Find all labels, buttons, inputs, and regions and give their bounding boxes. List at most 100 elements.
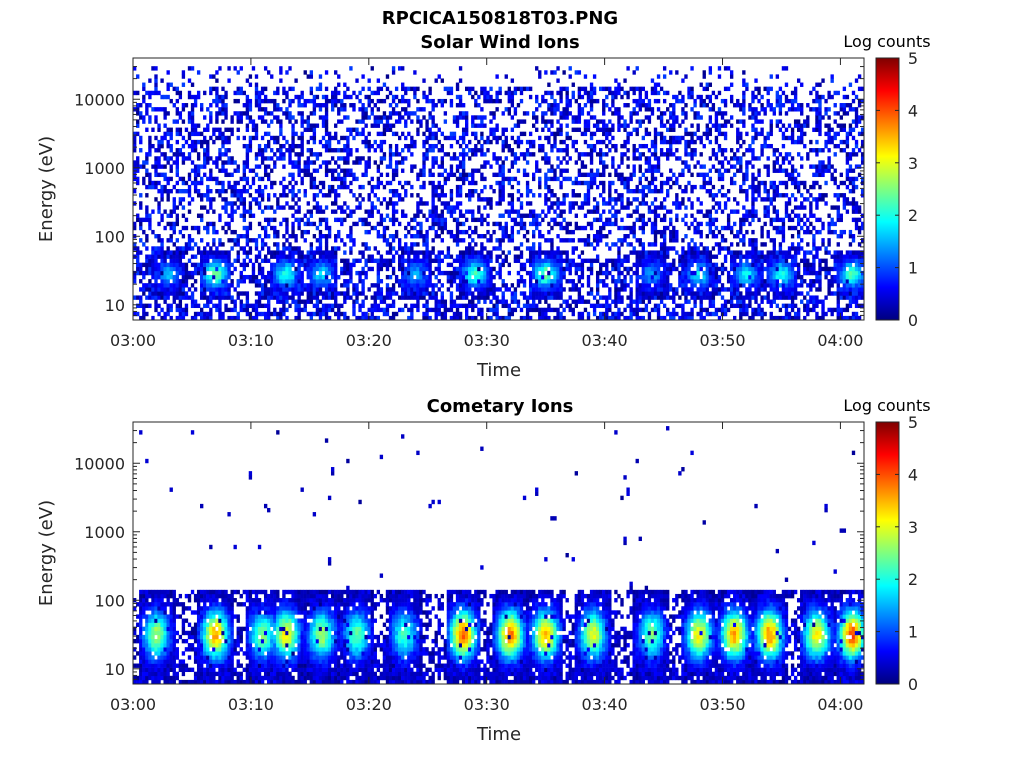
heatmap-cell <box>501 127 505 132</box>
heatmap-cell <box>334 103 338 108</box>
heatmap-cell <box>449 213 454 218</box>
heatmap-cell <box>452 152 457 157</box>
heatmap-cell <box>154 270 158 276</box>
heatmap-cell <box>346 234 350 239</box>
heatmap-cell <box>309 283 314 288</box>
heatmap-cell <box>650 107 655 112</box>
heatmap-cell <box>151 246 155 251</box>
heatmap-cell <box>650 279 655 284</box>
heatmap-cell <box>263 184 268 190</box>
heatmap-cell <box>288 295 292 300</box>
heatmap-cell <box>391 266 396 272</box>
heatmap-cell <box>270 184 274 190</box>
heatmap-cell <box>358 217 362 223</box>
heatmap-cell <box>145 287 149 292</box>
heatmap-cell <box>620 123 624 128</box>
heatmap-cell <box>547 90 551 96</box>
heatmap-cell <box>407 229 411 235</box>
heatmap-cell <box>391 172 396 178</box>
heatmap-cell <box>385 119 390 124</box>
heatmap-cell <box>498 242 502 247</box>
heatmap-cell <box>379 213 384 218</box>
heatmap-cell <box>273 160 277 165</box>
heatmap-cell <box>605 315 609 321</box>
heatmap-cell <box>550 168 554 173</box>
heatmap-cell <box>455 139 460 145</box>
heatmap-cell <box>550 164 554 169</box>
heatmap-cell <box>364 168 368 173</box>
heatmap-cell <box>154 115 158 120</box>
heatmap-cell <box>206 176 210 182</box>
heatmap-cell <box>376 287 381 292</box>
heatmap-cell <box>230 283 234 288</box>
heatmap-cell <box>309 254 314 259</box>
heatmap-cell <box>516 270 521 276</box>
heatmap-cell <box>330 250 335 255</box>
heatmap-cell <box>422 131 426 137</box>
heatmap-cell <box>562 70 566 75</box>
heatmap-cell <box>294 279 298 284</box>
heatmap-cell <box>358 98 362 104</box>
heatmap-cell <box>206 127 210 132</box>
heatmap-cell <box>288 266 292 272</box>
heatmap-cell <box>544 307 548 313</box>
heatmap-cell <box>209 74 213 79</box>
heatmap-cell <box>139 205 143 210</box>
heatmap-cell <box>352 262 356 268</box>
heatmap-cell <box>279 180 283 186</box>
heatmap-cell <box>218 279 222 284</box>
heatmap-cell <box>318 262 323 268</box>
heatmap-cell <box>510 291 515 296</box>
heatmap-cell <box>428 115 432 120</box>
heatmap-cell <box>367 246 371 251</box>
heatmap-cell <box>260 193 265 198</box>
heatmap-cell <box>212 283 216 288</box>
heatmap-cell <box>650 172 655 178</box>
heatmap-cell <box>428 111 432 116</box>
heatmap-cell <box>501 193 505 198</box>
heatmap-cell <box>501 184 505 190</box>
heatmap-cell <box>480 242 484 247</box>
heatmap-cell <box>577 254 582 259</box>
heatmap-cell <box>300 180 304 186</box>
heatmap-cell <box>309 209 314 214</box>
heatmap-cell <box>620 193 624 198</box>
heatmap-cell <box>449 135 454 141</box>
heatmap-cell <box>574 193 578 198</box>
heatmap-cell <box>510 238 515 243</box>
heatmap-cell <box>221 274 225 280</box>
heatmap-cell <box>394 279 399 284</box>
heatmap-cell <box>538 299 542 304</box>
heatmap-cell <box>263 229 268 235</box>
heatmap-cell <box>267 291 271 296</box>
heatmap-cell <box>169 250 173 255</box>
heatmap-cell <box>312 250 317 255</box>
heatmap-cell <box>498 270 502 276</box>
heatmap-cell <box>373 283 377 288</box>
heatmap-cell <box>151 127 155 132</box>
heatmap-cell <box>583 299 588 304</box>
heatmap-cell <box>257 98 262 104</box>
heatmap-cell <box>437 299 441 304</box>
heatmap-cell <box>260 291 265 296</box>
heatmap-cell <box>263 225 268 231</box>
heatmap-cell <box>525 152 530 157</box>
heatmap-cell <box>538 311 542 317</box>
heatmap-cell <box>617 258 621 263</box>
heatmap-cell <box>489 238 493 243</box>
heatmap-cell <box>267 221 271 227</box>
heatmap-cell <box>312 193 317 198</box>
heatmap-cell <box>263 242 268 247</box>
heatmap-cell <box>641 197 645 202</box>
heatmap-cell <box>404 266 408 272</box>
heatmap-cell <box>556 176 560 182</box>
heatmap-cell <box>568 98 572 104</box>
heatmap-cell <box>425 279 429 284</box>
heatmap-cell <box>263 258 268 263</box>
heatmap-cell <box>474 254 478 259</box>
heatmap-cell <box>486 229 490 235</box>
heatmap-cell <box>139 221 143 227</box>
heatmap-cell <box>455 217 460 223</box>
heatmap-cell <box>227 270 231 276</box>
heatmap-cell <box>568 74 572 79</box>
